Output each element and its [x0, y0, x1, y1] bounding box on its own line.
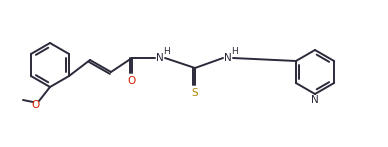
Text: N: N — [311, 95, 319, 105]
Text: N: N — [156, 53, 164, 63]
Text: H: H — [230, 46, 237, 56]
Text: S: S — [192, 88, 198, 98]
Text: H: H — [163, 46, 170, 56]
Text: N: N — [224, 53, 232, 63]
Text: O: O — [128, 76, 136, 86]
Text: O: O — [32, 100, 40, 110]
